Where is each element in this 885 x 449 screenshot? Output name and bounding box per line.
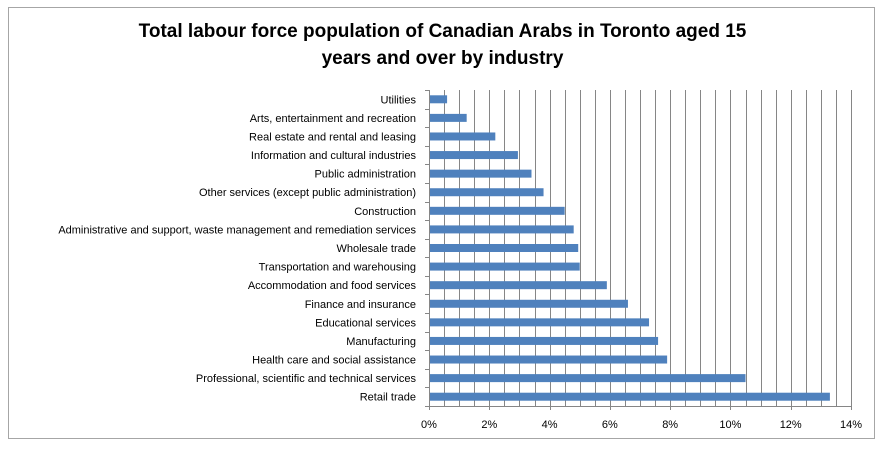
bar <box>430 188 544 197</box>
x-tick-label: 14% <box>840 419 862 431</box>
bar <box>430 206 565 215</box>
category-label: Information and cultural industries <box>251 150 417 162</box>
bar <box>430 318 650 327</box>
bar <box>430 392 830 401</box>
axes <box>425 90 852 410</box>
x-tick-label: 4% <box>542 419 558 431</box>
x-tick-label: 8% <box>662 419 678 431</box>
category-label: Arts, entertainment and recreation <box>250 113 416 125</box>
bar <box>430 299 628 308</box>
category-label: Professional, scientific and technical s… <box>196 373 417 385</box>
category-label: Other services (except public administra… <box>199 187 416 199</box>
category-label: Health care and social assistance <box>252 355 416 367</box>
category-label: Accommodation and food services <box>248 280 417 292</box>
category-labels: Utilities Arts, entertainment and recreat… <box>58 94 416 403</box>
bar <box>430 113 467 122</box>
x-tick-label: 2% <box>481 419 497 431</box>
category-label: Administrative and support, waste manage… <box>58 224 416 236</box>
chart-title: Total labour force population of Canadia… <box>0 18 885 72</box>
chart-title-line-1: Total labour force population of Canadia… <box>138 21 747 42</box>
category-label: Manufacturing <box>346 336 416 348</box>
chart-title-line-2: years and over by industry <box>321 48 564 69</box>
category-label: Finance and insurance <box>305 299 416 311</box>
bar <box>430 225 574 234</box>
bar <box>430 244 579 252</box>
category-label: Educational services <box>315 317 416 329</box>
x-tick-label: 10% <box>719 419 741 431</box>
bar <box>430 355 668 364</box>
category-label: Wholesale trade <box>337 243 417 255</box>
x-tick-label: 6% <box>602 419 618 431</box>
x-tick-label: 12% <box>780 419 802 431</box>
bar <box>430 374 746 383</box>
category-label: Transportation and warehousing <box>259 262 416 274</box>
bar <box>430 336 659 345</box>
bar <box>430 169 532 178</box>
x-tick-labels: 0% 2% 4% 6% 8% 10% 12% 14% <box>421 419 862 431</box>
bar <box>430 132 496 141</box>
bar <box>430 281 607 290</box>
category-label: Construction <box>354 206 416 218</box>
category-label: Real estate and rental and leasing <box>249 131 416 143</box>
bar <box>430 151 518 160</box>
bar <box>430 262 580 271</box>
category-label: Public administration <box>315 169 417 181</box>
category-label: Retail trade <box>360 392 416 404</box>
category-label: Utilities <box>381 94 417 106</box>
bars <box>430 95 830 401</box>
x-tick-label: 0% <box>421 419 437 431</box>
bar <box>430 95 448 104</box>
